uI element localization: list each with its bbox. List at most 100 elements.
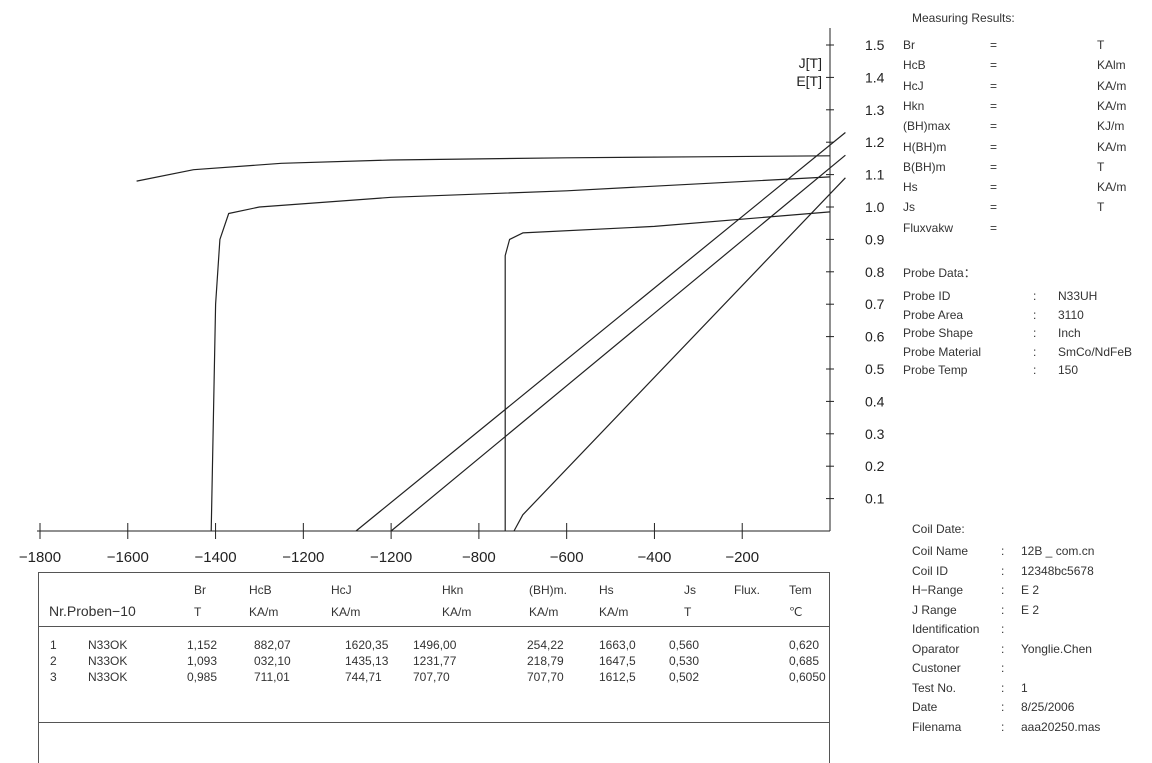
y-tick-label: 1.4 <box>865 69 885 85</box>
row-sample-name: N33OK <box>88 670 128 684</box>
y-tick-label: 0.5 <box>865 361 885 377</box>
result-equals: = <box>990 98 998 113</box>
x-tick-label: −200 <box>725 549 759 566</box>
probe-value: 3110 <box>1058 307 1084 322</box>
probe-label: Probe Material <box>903 344 982 359</box>
column-header: Js <box>684 583 696 597</box>
result-label: HcB <box>903 58 926 73</box>
coil-label: Custoner <box>912 661 961 675</box>
probe-separator: : <box>1033 326 1037 340</box>
coil-label: Coil Name <box>912 544 969 558</box>
y-tick-label: 0.3 <box>865 426 885 442</box>
y-tick-label: 0.2 <box>865 458 885 474</box>
table-cell: 0,6050 <box>789 670 826 684</box>
coil-separator: : <box>1001 602 1005 617</box>
probe-label: Probe Shape <box>903 326 974 340</box>
row-sample-name: N33OK <box>88 654 128 668</box>
coil-label: Coil ID <box>912 563 949 578</box>
y-tick-label: 1.1 <box>865 167 885 183</box>
y-tick-label: 1.3 <box>865 102 885 118</box>
x-tick-label: −1200 <box>370 549 412 566</box>
probe-value: 150 <box>1058 363 1079 377</box>
table-cell: 0,530 <box>669 654 700 668</box>
coil-label: Filenama <box>912 719 962 734</box>
coil-value: Yonglie.Chen <box>1021 641 1092 656</box>
probe-separator: : <box>1033 289 1037 303</box>
x-tick-label: −1400 <box>194 549 236 566</box>
table-cell: 1,152 <box>187 638 218 652</box>
table-cell: 707,70 <box>527 670 564 684</box>
column-unit: T <box>684 605 692 619</box>
series-line-3 <box>504 211 831 531</box>
row-number: 1 <box>50 638 57 652</box>
coil-separator: : <box>1001 719 1005 734</box>
coil-separator: : <box>1001 700 1005 714</box>
probe-value: SmCo/NdFeB <box>1058 344 1133 359</box>
table-cell: 0,685 <box>789 654 820 668</box>
coil-label: Date <box>912 700 938 714</box>
result-unit: KJ/m <box>1097 119 1125 134</box>
table-cell: 1612,5 <box>599 670 636 684</box>
coil-value: E 2 <box>1021 583 1040 597</box>
y-axis-label: E[T] <box>796 73 822 89</box>
x-tick-label: −1600 <box>107 549 149 566</box>
probe-title: Probe Data： <box>903 266 976 280</box>
y-tick-label: 0.1 <box>865 491 885 507</box>
result-unit: KAlm <box>1097 58 1126 73</box>
coil-value: 12348bc5678 <box>1021 563 1094 578</box>
column-unit: KA/m <box>331 605 361 619</box>
probe-value: Inch <box>1058 326 1081 340</box>
table-title: Nr.Proben−10 <box>49 603 136 619</box>
result-equals: = <box>990 180 998 195</box>
table-cell: 1620,35 <box>345 638 389 652</box>
coil-label: H−Range <box>912 583 964 597</box>
y-tick-label: 0.6 <box>865 329 885 345</box>
result-unit: KA/m <box>1097 139 1127 154</box>
y-tick-label: 1.2 <box>865 134 885 150</box>
column-header: HcB <box>249 583 272 597</box>
result-equals: = <box>990 220 998 235</box>
probe-separator: : <box>1033 363 1037 377</box>
result-unit: T <box>1097 38 1105 52</box>
probe-separator: : <box>1033 307 1037 322</box>
coil-value: 1 <box>1021 680 1028 695</box>
x-tick-label: −400 <box>638 549 672 566</box>
result-unit: T <box>1097 159 1105 174</box>
result-label: H(BH)m <box>903 139 947 154</box>
coil-separator: : <box>1001 641 1005 656</box>
coil-separator: : <box>1001 661 1005 675</box>
coil-separator: : <box>1001 680 1005 695</box>
result-equals: = <box>990 58 998 73</box>
table-cell: 1231,77 <box>413 654 457 668</box>
result-unit: T <box>1097 200 1105 215</box>
y-axis-label: J[T] <box>799 55 822 71</box>
series-line-2 <box>210 176 831 532</box>
table-header-divider <box>39 626 829 627</box>
result-label: HcJ <box>903 78 924 93</box>
result-equals: = <box>990 139 998 154</box>
y-tick-label: 0.4 <box>865 393 885 409</box>
series-line-4 <box>355 132 846 532</box>
row-number: 3 <box>50 670 57 684</box>
column-header: Tem <box>789 583 812 597</box>
y-tick-label: 0.7 <box>865 296 885 312</box>
coil-separator: : <box>1001 622 1005 636</box>
result-equals: = <box>990 200 998 215</box>
table-cell: 218,79 <box>527 654 564 668</box>
result-label: B(BH)m <box>903 159 946 174</box>
series-line-1 <box>136 155 831 182</box>
coil-label: Test No. <box>912 680 957 695</box>
column-unit: KA/m <box>442 605 472 619</box>
results-table: Nr.Proben−10 Br T HcB KA/m HcJ KA/m Hkn KA/m (BH… <box>38 572 830 763</box>
result-unit: KA/m <box>1097 98 1127 113</box>
result-unit: KA/m <box>1097 180 1127 195</box>
result-label: Hkn <box>903 98 925 113</box>
result-equals: = <box>990 38 998 52</box>
table-cell: 744,71 <box>345 670 382 684</box>
coil-separator: : <box>1001 563 1005 578</box>
column-unit: KA/m <box>529 605 559 619</box>
coil-label: Identification <box>912 622 980 636</box>
table-cell: 1647,5 <box>599 654 636 668</box>
coil-value: E 2 <box>1021 602 1040 617</box>
